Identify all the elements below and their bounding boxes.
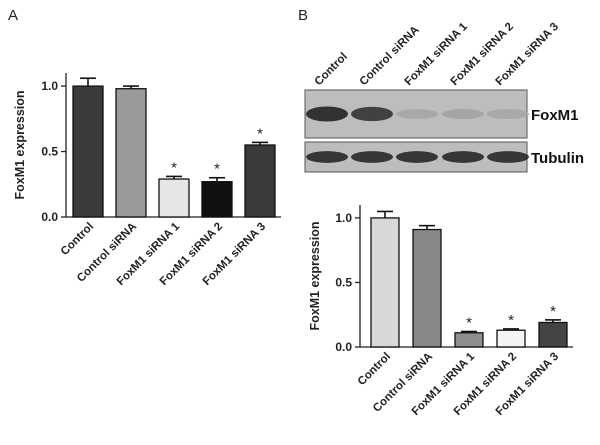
chart-b-significance-star: * — [550, 303, 556, 320]
chart-a-significance-star: * — [214, 161, 220, 178]
chart-b-y-tick-label: 0.5 — [335, 275, 352, 289]
chart-a-bar — [201, 181, 233, 218]
blot-band — [396, 151, 438, 163]
blot-label-foxm1: FoxM1 — [531, 107, 579, 124]
chart-b-y-tick-label: 0.0 — [335, 340, 352, 354]
chart-a-significance-star: * — [257, 125, 263, 142]
chart-a-bar — [158, 178, 190, 218]
chart-b-bar — [454, 332, 484, 348]
blot-band — [396, 109, 438, 119]
blot-band — [351, 151, 393, 163]
chart-b-bar — [412, 228, 442, 348]
chart-b-bar — [538, 321, 568, 348]
blot-band — [442, 109, 484, 119]
panel-a-letter: A — [8, 7, 18, 24]
chart-b-significance-star: * — [508, 312, 514, 329]
chart-a-y-tick-label: 0.5 — [41, 145, 58, 159]
chart-b-bar — [370, 217, 400, 348]
blot-band — [487, 109, 529, 119]
chart-b-y-tick-label: 1.0 — [335, 211, 352, 225]
panel-b-letter: B — [298, 7, 308, 24]
chart-b-significance-star: * — [466, 315, 472, 332]
chart-a-y-axis-title: FoxM1 expression — [13, 90, 27, 199]
chart-a-bar — [115, 88, 147, 218]
chart-b-x-tick-label: Control — [356, 351, 393, 388]
blot-lane-label: Control — [313, 51, 350, 88]
blot-band — [442, 151, 484, 163]
chart-a-bar — [244, 144, 276, 218]
chart-b-bar — [496, 329, 526, 348]
chart-a-bar — [72, 85, 104, 218]
chart-a-y-tick-label: 0.0 — [41, 210, 58, 224]
chart-a-x-tick-label: Control — [59, 221, 96, 258]
chart-a-significance-star: * — [171, 159, 177, 176]
blot-band — [306, 106, 348, 122]
chart-a-y-tick-label: 1.0 — [41, 79, 58, 93]
blot-band — [306, 151, 348, 163]
blot-label-tubulin: Tubulin — [531, 150, 584, 167]
blot-band — [487, 151, 529, 163]
blot-band — [351, 106, 393, 122]
chart-b-y-axis-title: FoxM1 expression — [308, 221, 322, 330]
